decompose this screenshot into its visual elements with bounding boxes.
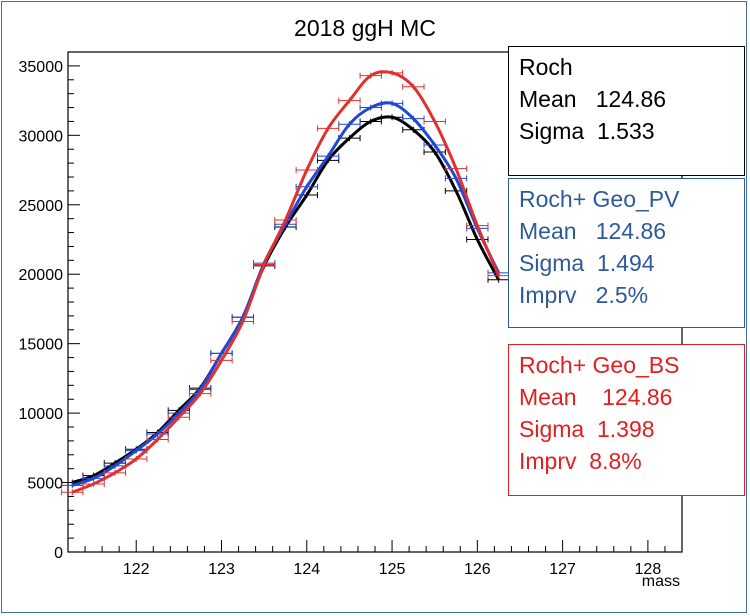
mean-value: 124.86: [602, 384, 673, 410]
chart-title: 2018 ggH MC: [294, 15, 436, 41]
sigma-label: Sigma: [519, 250, 585, 276]
imprv-label: Imprv: [519, 282, 577, 308]
data-point: [487, 272, 510, 279]
data-point: [380, 69, 404, 76]
imprv-value: 8.8%: [589, 448, 642, 474]
mean-label: Mean: [519, 218, 577, 244]
stat-mean-row: Mean 124.86: [519, 381, 744, 413]
stat-mean-row: Mean 124.86: [519, 215, 744, 247]
data-point: [444, 165, 468, 172]
series-line: [71, 101, 501, 487]
axes: 0 5000 10000 15000 20000 25000 30000 35000 122 12…: [19, 51, 683, 578]
x-tick-label: 127: [549, 561, 576, 578]
stat-title: Roch: [519, 54, 573, 80]
y-tick-label: 15000: [19, 337, 64, 354]
data-point: [423, 118, 446, 125]
data-point: [423, 149, 446, 155]
x-tick-label: 122: [123, 561, 150, 578]
data-point: [274, 217, 297, 224]
series-2: [61, 69, 510, 496]
y-tick-label: 20000: [19, 267, 64, 284]
data-point: [189, 390, 212, 397]
data-point: [338, 97, 361, 104]
data-point: [252, 261, 276, 268]
stat-sigma-row: Sigma 1.533: [519, 115, 744, 147]
data-point: [380, 100, 404, 107]
sigma-label: Sigma: [519, 416, 585, 442]
sigma-value: 1.398: [596, 416, 655, 442]
stat-title: Roch+ Geo_BS: [519, 352, 680, 378]
stat-sigma-row: Sigma 1.398: [519, 413, 744, 445]
data-point: [210, 350, 233, 357]
y-tick-label: 30000: [19, 128, 64, 145]
stat-imprv-row: Imprv 8.8%: [519, 445, 744, 477]
mean-value: 124.86: [595, 218, 667, 244]
stat-title: Roch+ Geo_PV: [519, 186, 680, 212]
data-point: [316, 125, 340, 132]
mean-value: 124.86: [595, 86, 667, 112]
series-group: [61, 69, 510, 496]
x-tick-label: 124: [293, 561, 320, 578]
y-tick-label: 5000: [27, 476, 63, 493]
series-1: [61, 100, 510, 489]
x-tick-label: 125: [379, 561, 406, 578]
sigma-label: Sigma: [519, 118, 585, 144]
data-point: [231, 318, 254, 325]
x-axis-label: mass: [642, 573, 680, 590]
data-point: [125, 455, 148, 462]
y-tick-label: 25000: [19, 198, 64, 215]
stat-mean-row: Mean 124.86: [519, 83, 744, 115]
imprv-value: 2.5%: [595, 282, 649, 308]
data-point: [402, 115, 425, 122]
data-point: [146, 436, 169, 443]
stat-box-roch: Roch Mean 124.86 Sigma 1.533: [508, 46, 745, 176]
y-tick-label: 35000: [19, 59, 64, 76]
x-tick-label: 126: [464, 561, 491, 578]
series-line: [71, 115, 500, 484]
data-point: [210, 357, 233, 364]
data-point: [316, 153, 340, 160]
data-point: [61, 489, 84, 496]
sigma-value: 1.494: [596, 250, 655, 276]
x-tick-label: 123: [208, 561, 235, 578]
data-point: [444, 175, 468, 182]
data-point: [466, 222, 489, 229]
y-tick-label: 10000: [19, 406, 64, 423]
mean-label: Mean: [519, 384, 577, 410]
imprv-label: Imprv: [519, 448, 577, 474]
stat-imprv-row: Imprv 2.5%: [519, 279, 744, 311]
data-point: [295, 167, 318, 174]
data-point: [338, 121, 361, 128]
data-point: [167, 414, 191, 421]
data-point: [82, 480, 105, 487]
stat-sigma-row: Sigma 1.494: [519, 247, 744, 279]
sigma-value: 1.533: [596, 118, 655, 144]
y-tick-label: 0: [54, 545, 63, 562]
x-tick-label: 128: [635, 561, 662, 578]
data-point: [359, 104, 382, 111]
data-point: [402, 83, 425, 90]
data-point: [103, 469, 127, 476]
stat-box-geo-pv: Roch+ Geo_PV Mean 124.86 Sigma 1.494 Imp…: [508, 178, 745, 328]
mean-label: Mean: [519, 86, 577, 112]
stat-box-geo-bs: Roch+ Geo_BS Mean 124.86 Sigma 1.398 Imp…: [508, 344, 745, 496]
series-0: [61, 114, 510, 486]
series-line: [71, 70, 501, 494]
data-point: [466, 236, 489, 243]
